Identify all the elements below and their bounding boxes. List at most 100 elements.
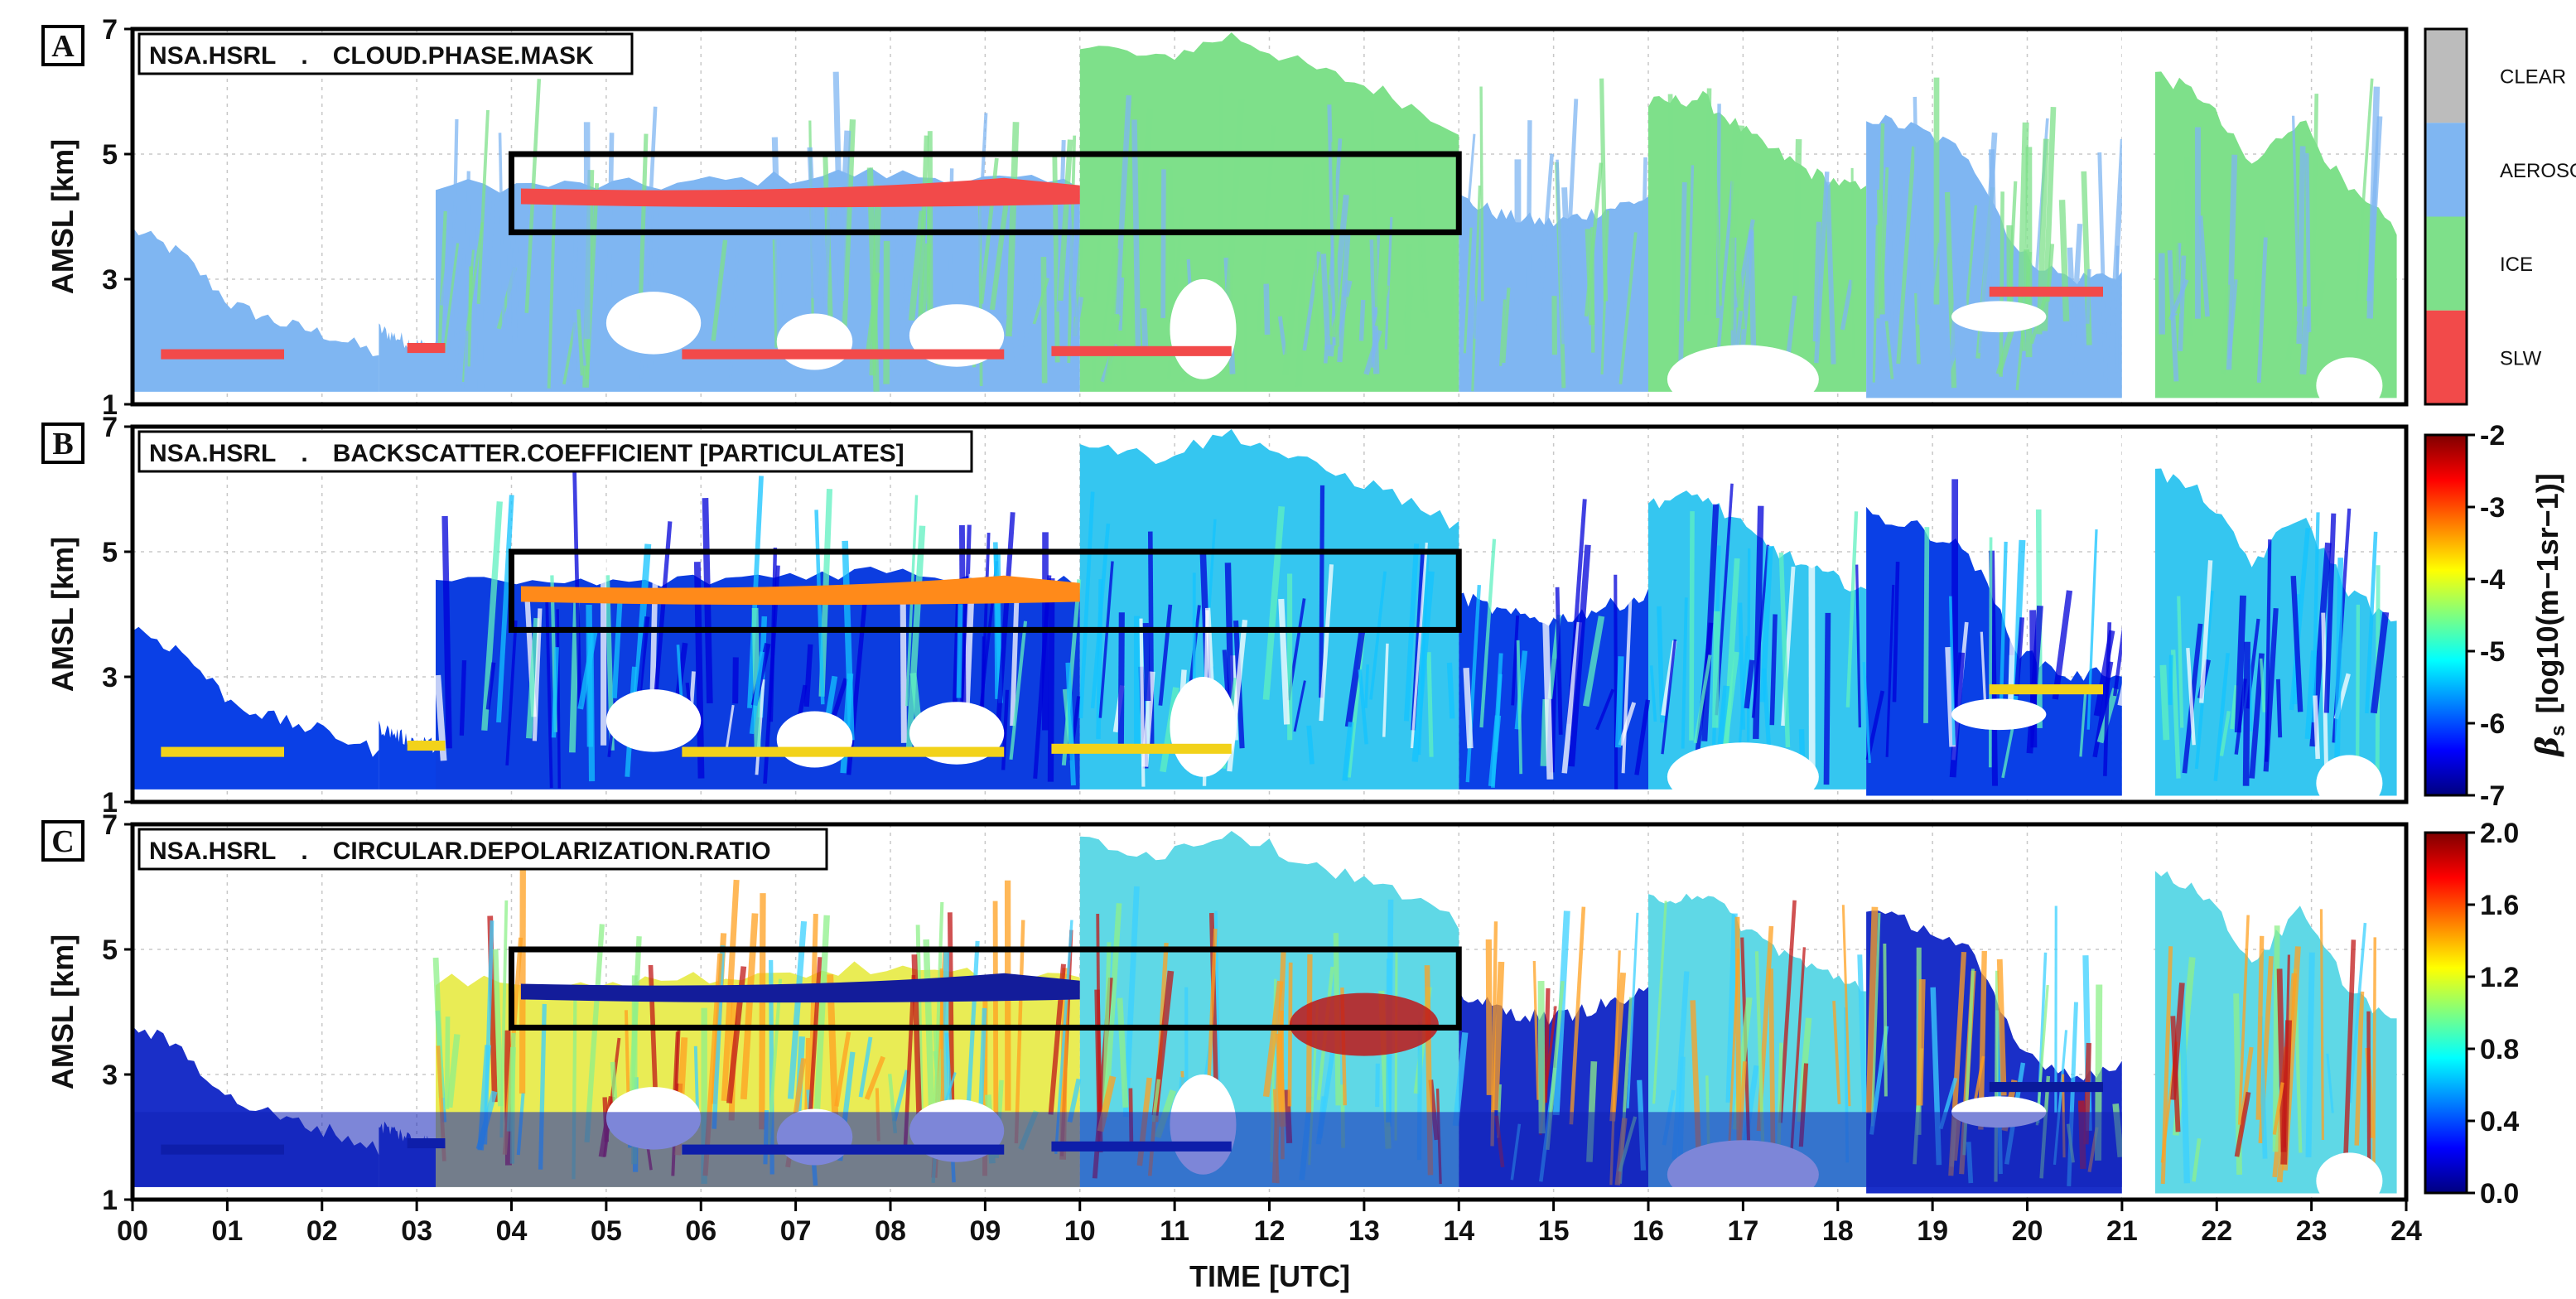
streak bbox=[1568, 544, 1591, 767]
streak bbox=[1884, 321, 1894, 379]
panel-title: NSA.HSRL. BACKSCATTER.COEFFICIENT [PARTIC… bbox=[149, 440, 904, 467]
streak bbox=[1511, 615, 1520, 706]
liquid-layer bbox=[520, 177, 1080, 208]
streak bbox=[2342, 939, 2357, 1175]
liquid-layer bbox=[520, 575, 1080, 606]
streak bbox=[2234, 595, 2246, 733]
streak bbox=[1117, 997, 1129, 1108]
streak bbox=[1102, 903, 1122, 1118]
streak bbox=[1876, 189, 1885, 315]
streak bbox=[908, 210, 926, 321]
y-tick-label: 3 bbox=[102, 1060, 118, 1091]
panel-a: 1 3 5 7 AMSL [km] A NSA.HSRL. CLOUD.PHASE.MASK bbox=[41, 14, 2409, 421]
streak bbox=[1160, 687, 1179, 773]
streak bbox=[1065, 662, 1076, 786]
streak bbox=[2348, 922, 2367, 1103]
x-tick-label: 13 bbox=[1348, 1215, 1380, 1247]
x-tick-label: 06 bbox=[685, 1215, 716, 1247]
streak bbox=[2334, 558, 2344, 758]
streak bbox=[2291, 115, 2300, 303]
streak bbox=[830, 678, 848, 722]
streak bbox=[1160, 169, 1166, 318]
streak bbox=[2226, 154, 2238, 370]
streak bbox=[1420, 207, 1429, 319]
streak bbox=[1492, 961, 1505, 1111]
streak bbox=[1217, 84, 1224, 315]
streak bbox=[749, 651, 765, 735]
streak bbox=[1070, 297, 1084, 350]
streak bbox=[869, 185, 882, 376]
colorbar-swatch bbox=[2425, 123, 2467, 217]
streak bbox=[2058, 200, 2070, 322]
colorbar-category-label: AEROSOL bbox=[2500, 160, 2576, 182]
streak bbox=[1865, 690, 1885, 761]
streak bbox=[484, 191, 496, 313]
panel-letter-box bbox=[41, 25, 84, 66]
streak bbox=[466, 222, 484, 331]
streak bbox=[1449, 205, 1459, 316]
colorbar-tick-label: 0.4 bbox=[2480, 1106, 2519, 1137]
x-tick-label: 10 bbox=[1064, 1215, 1096, 1247]
streak bbox=[1293, 680, 1306, 732]
colorbar-tick-label: -4 bbox=[2480, 564, 2505, 596]
streak bbox=[1047, 578, 1055, 782]
streak bbox=[2366, 1011, 2371, 1183]
streak bbox=[456, 331, 466, 386]
streak bbox=[1924, 243, 1942, 333]
streak bbox=[1369, 571, 1387, 700]
streak bbox=[444, 1017, 451, 1109]
streak bbox=[1078, 491, 1095, 719]
x-tick-label: 17 bbox=[1727, 1215, 1758, 1247]
streak bbox=[577, 631, 598, 710]
streak bbox=[1311, 161, 1319, 333]
streak bbox=[1142, 622, 1151, 702]
streak bbox=[2178, 984, 2191, 1184]
y-tick-label: 1 bbox=[102, 1185, 118, 1216]
streak bbox=[972, 113, 988, 339]
streak bbox=[1426, 652, 1434, 757]
high-depol-region bbox=[1289, 992, 1439, 1056]
colorbar-category-label: ICE bbox=[2500, 254, 2533, 276]
y-tick-label: 7 bbox=[102, 14, 118, 46]
streak bbox=[2311, 94, 2319, 322]
low-depol-band bbox=[133, 1112, 2122, 1187]
streak bbox=[1717, 685, 1730, 746]
streak bbox=[1701, 504, 1720, 741]
streak bbox=[611, 593, 623, 699]
streak bbox=[551, 647, 559, 738]
streak bbox=[2170, 650, 2181, 779]
x-tick-label: 04 bbox=[496, 1215, 528, 1247]
data-region bbox=[379, 720, 436, 790]
panel-title: NSA.HSRL. CLOUD.PHASE.MASK bbox=[149, 42, 594, 70]
streak bbox=[1516, 640, 1523, 775]
streak bbox=[2354, 991, 2365, 1146]
streak bbox=[1996, 959, 2007, 1096]
streak bbox=[585, 182, 600, 379]
streak bbox=[2093, 630, 2115, 717]
streak bbox=[1893, 171, 1903, 317]
streak bbox=[1463, 667, 1474, 749]
x-tick-label: 11 bbox=[1160, 1215, 1189, 1247]
streak bbox=[2355, 78, 2374, 302]
streak bbox=[1913, 96, 1922, 325]
streak bbox=[2014, 617, 2025, 697]
streak bbox=[1556, 159, 1565, 345]
streak bbox=[2178, 255, 2187, 351]
streak bbox=[1276, 1033, 1286, 1128]
streak bbox=[1949, 222, 1966, 361]
streak bbox=[1493, 674, 1503, 752]
panel-frame bbox=[130, 424, 2409, 804]
streak bbox=[1823, 612, 1831, 785]
colorbar-tick-label: 1.6 bbox=[2480, 890, 2519, 921]
streak bbox=[1032, 278, 1049, 325]
colorbar-gradient bbox=[2424, 433, 2468, 797]
streak bbox=[2227, 279, 2238, 360]
y-tick-label: 3 bbox=[102, 264, 118, 296]
streak bbox=[1872, 225, 1879, 383]
streak bbox=[900, 604, 907, 743]
colorbar-tick-label: 2.0 bbox=[2480, 818, 2519, 849]
streak bbox=[2213, 653, 2230, 781]
y-tick-label: 7 bbox=[102, 412, 118, 443]
streak bbox=[1769, 614, 1778, 726]
streak bbox=[459, 659, 467, 736]
